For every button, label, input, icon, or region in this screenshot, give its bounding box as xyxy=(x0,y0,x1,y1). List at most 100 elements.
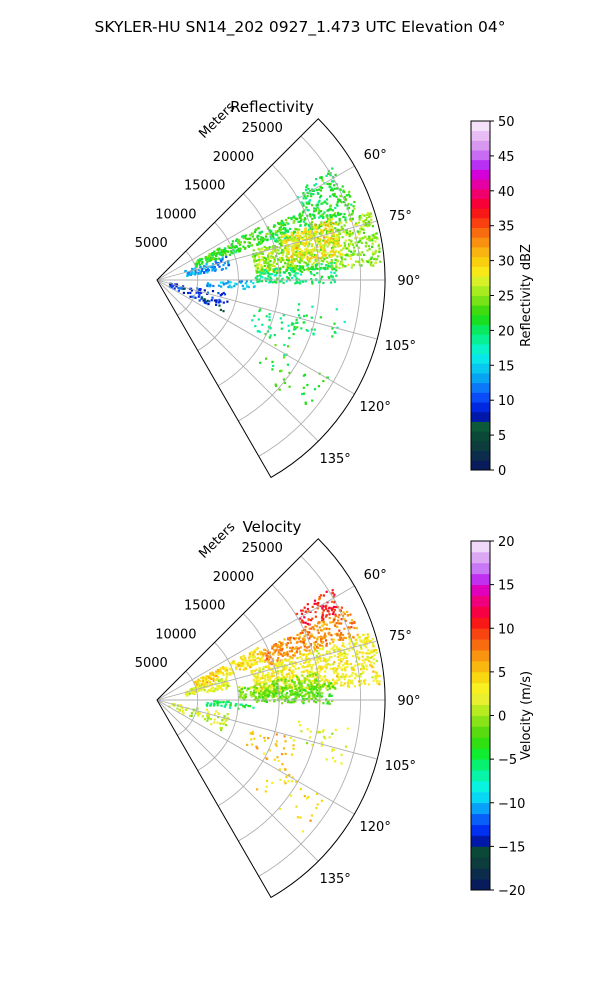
echo-pixel xyxy=(226,683,229,686)
echo-pixel xyxy=(348,214,351,217)
echo-pixel xyxy=(328,702,331,705)
colorbar-tick-label: 10 xyxy=(498,622,515,637)
echo-pixel xyxy=(319,648,322,651)
echo-pixel xyxy=(340,221,343,224)
radial-tick-label: 5000 xyxy=(135,656,168,671)
echo-pixel xyxy=(225,687,228,690)
azimuth-line xyxy=(156,699,355,815)
echo-pixel xyxy=(205,683,208,686)
echo-pixel xyxy=(369,663,372,666)
echo-pixel xyxy=(325,642,328,645)
echo-pixel xyxy=(296,689,299,692)
panel-title: Reflectivity xyxy=(230,98,314,116)
echo-pixel xyxy=(364,245,367,248)
echo-pixel xyxy=(306,622,309,625)
echo-pixel xyxy=(251,319,254,322)
echo-pixel xyxy=(341,638,345,641)
echo-pixel xyxy=(235,283,238,286)
echo-pixel xyxy=(325,652,328,655)
echo-pixel xyxy=(301,639,304,642)
echo-pixel xyxy=(362,228,365,231)
echo-pixel xyxy=(304,642,307,646)
echo-pixel xyxy=(298,228,301,231)
echo-pixel xyxy=(320,275,323,278)
echo-pixel xyxy=(273,248,276,251)
echo-pixel xyxy=(276,686,279,689)
echo-pixel xyxy=(292,637,296,640)
echo-pixel xyxy=(298,686,301,690)
echo-pixel xyxy=(330,655,333,659)
echo-pixel xyxy=(338,654,341,657)
echo-pixel xyxy=(289,693,292,697)
echo-pixel xyxy=(338,213,341,216)
echo-pixel xyxy=(276,233,279,237)
echo-pixel xyxy=(198,263,202,266)
echo-pixel xyxy=(356,236,359,239)
colorbar-swatch xyxy=(471,343,490,355)
echo-pixel xyxy=(284,667,287,670)
echo-pixel xyxy=(284,686,287,689)
echo-pixel xyxy=(303,644,306,647)
echo-pixel xyxy=(307,610,310,613)
echo-pixel xyxy=(341,253,344,256)
echo-pixel xyxy=(284,227,287,230)
echo-pixel xyxy=(209,672,212,675)
echo-pixel xyxy=(295,649,298,652)
echo-pixel xyxy=(353,207,356,210)
echo-pixel xyxy=(339,652,342,656)
echo-pixel xyxy=(277,269,280,272)
echo-pixel xyxy=(321,260,324,263)
echo-pixel xyxy=(328,228,331,232)
echo-pixel xyxy=(345,247,348,250)
echo-pixel xyxy=(339,263,342,266)
echo-pixel xyxy=(212,677,215,680)
echo-pixel xyxy=(338,236,341,239)
echo-pixel xyxy=(292,701,295,704)
echo-pixel xyxy=(200,297,203,300)
echo-pixel xyxy=(351,212,354,215)
echo-pixel xyxy=(215,710,218,713)
echo-pixel xyxy=(268,693,271,696)
echo-pixel xyxy=(292,747,295,750)
echo-pixel xyxy=(294,264,297,267)
echo-pixel xyxy=(276,659,279,662)
azimuth-line xyxy=(156,279,378,340)
echo-pixel xyxy=(299,655,302,658)
echo-pixel xyxy=(291,247,294,250)
echo-pixel xyxy=(242,245,245,248)
echo-pixel xyxy=(268,319,271,322)
echo-pixel xyxy=(297,695,300,698)
echo-pixel xyxy=(238,686,241,689)
echo-pixel xyxy=(288,272,291,275)
echo-pixel xyxy=(265,785,268,788)
echo-pixel xyxy=(249,234,252,237)
echo-pixel xyxy=(231,243,234,246)
echo-pixel xyxy=(319,242,323,245)
echo-pixel xyxy=(331,240,334,243)
echo-pixel xyxy=(225,724,228,727)
echo-pixel xyxy=(309,819,312,822)
echo-pixel xyxy=(319,696,322,699)
echo-pixel xyxy=(259,734,262,737)
echo-pixel xyxy=(223,705,226,708)
echo-pixel xyxy=(211,686,214,689)
echo-pixel xyxy=(286,653,289,656)
echo-pixel xyxy=(289,736,293,739)
echo-pixel xyxy=(187,691,190,694)
echo-pixel xyxy=(224,253,227,256)
echo-pixel xyxy=(304,628,307,631)
echo-pixel xyxy=(321,256,324,259)
echo-pixel xyxy=(225,255,228,258)
echo-pixel xyxy=(344,637,348,640)
echo-pixel xyxy=(226,670,229,673)
echo-pixel xyxy=(362,680,366,683)
echo-pixel xyxy=(227,262,230,265)
angle-tick-labels: 60°75°90°105°120°135° xyxy=(319,148,420,467)
echo-pixel xyxy=(199,265,202,268)
echo-pixel xyxy=(344,265,347,268)
echo-pixel xyxy=(340,606,343,609)
echo-pixel xyxy=(269,280,272,283)
echo-pixel xyxy=(281,670,284,673)
echo-pixel xyxy=(253,691,256,694)
